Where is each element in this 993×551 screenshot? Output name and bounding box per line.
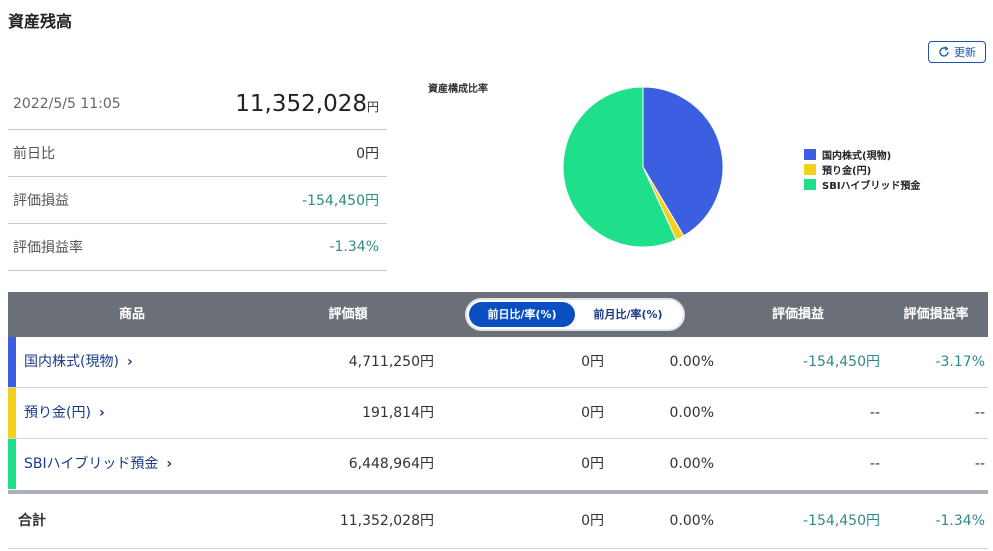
header-valuation: 評価額	[328, 307, 368, 322]
total-balance: 11,352,028円	[235, 91, 379, 117]
toggle-day-change[interactable]: 前日比/率(%)	[469, 302, 575, 327]
legend-item-2: SBIハイブリッド預金	[804, 177, 920, 192]
toggle-month-change[interactable]: 前月比/率(%)	[575, 302, 681, 327]
refresh-label: 更新	[954, 46, 976, 59]
row-valuation: 4,711,250円	[348, 354, 434, 370]
summary-row-day-change: 前日比 0円	[8, 130, 387, 177]
summary-label: 評価損益	[13, 193, 69, 209]
total-balance-amount: 11,352,028	[235, 90, 367, 117]
row-product-name: SBIハイブリッド預金	[24, 456, 159, 472]
page-title: 資産残高	[8, 12, 73, 31]
change-period-toggle: 前日比/率(%) 前月比/率(%)	[465, 298, 685, 331]
total-valuation: 11,352,028円	[339, 513, 434, 529]
refresh-button[interactable]: 更新	[928, 41, 986, 63]
legend-label: SBIハイブリッド預金	[822, 181, 921, 192]
legend-swatch	[804, 179, 816, 190]
total-pl: -154,450円	[803, 513, 880, 529]
header-pl-rate: 評価損益率	[903, 307, 969, 322]
row-change-rate: 0.00%	[669, 405, 714, 421]
chevron-right-icon: ›	[126, 354, 133, 370]
holdings-table: 商品 評価額 前日比/率(%) 前月比/率(%) 評価損益 評価損益率 国内株式…	[8, 292, 988, 549]
summary-value: 0円	[356, 146, 379, 162]
row-product-name: 預り金(円)	[24, 405, 91, 421]
as-of-datetime: 2022/5/5 11:05	[13, 95, 121, 112]
summary-label: 評価損益率	[13, 240, 83, 256]
row-pl-rate: --	[974, 456, 985, 472]
row-valuation: 191,814円	[362, 405, 434, 421]
row-product-name: 国内株式(現物)	[24, 354, 119, 370]
total-separator	[8, 490, 988, 494]
row-change-rate: 0.00%	[669, 456, 714, 472]
row-product-link[interactable]: 国内株式(現物) ›	[24, 337, 133, 387]
row-product-link[interactable]: 預り金(円) ›	[24, 388, 105, 438]
total-change-rate: 0.00%	[669, 513, 714, 529]
legend-item-0: 国内株式(現物)	[804, 147, 920, 162]
row-color-bar	[8, 439, 16, 489]
total-balance-unit: 円	[366, 99, 379, 114]
legend-label: 預り金(円)	[822, 166, 872, 177]
row-change: 0円	[581, 456, 604, 472]
row-pl: --	[869, 405, 880, 421]
chart-legend: 国内株式(現物) 預り金(円) SBIハイブリッド預金	[804, 147, 920, 192]
summary-total-row: 2022/5/5 11:05 11,352,028円	[8, 78, 387, 130]
header-product: 商品	[118, 307, 145, 322]
refresh-icon	[939, 46, 949, 57]
table-row: SBIハイブリッド預金 › 6,448,964円 0円 0.00% -- --	[8, 439, 988, 490]
row-color-bar	[8, 388, 16, 438]
table-total-row: 合計 11,352,028円 0円 0.00% -154,450円 -1.34%	[8, 494, 988, 549]
row-pl: -154,450円	[803, 354, 880, 370]
row-change: 0円	[581, 405, 604, 421]
pie-slice-2	[562, 86, 677, 248]
total-pl-rate: -1.34%	[935, 513, 985, 529]
summary-row-pl-rate: 評価損益率 -1.34%	[8, 224, 387, 271]
chevron-right-icon: ›	[166, 456, 173, 472]
allocation-pie-chart	[562, 86, 724, 248]
header-pl: 評価損益	[771, 307, 824, 322]
total-label: 合計	[18, 513, 46, 529]
row-change: 0円	[581, 354, 604, 370]
summary-row-pl: 評価損益 -154,450円	[8, 177, 387, 224]
summary-label: 前日比	[13, 146, 55, 162]
legend-swatch	[804, 164, 816, 175]
legend-item-1: 預り金(円)	[804, 162, 920, 177]
table-row: 預り金(円) › 191,814円 0円 0.00% -- --	[8, 388, 988, 439]
row-color-bar	[8, 337, 16, 387]
row-change-rate: 0.00%	[669, 354, 714, 370]
total-change: 0円	[581, 513, 604, 529]
pie-slice-0	[642, 86, 724, 237]
chevron-right-icon: ›	[98, 405, 105, 421]
table-header: 商品 評価額 前日比/率(%) 前月比/率(%) 評価損益 評価損益率	[8, 292, 988, 337]
legend-swatch	[804, 149, 816, 160]
row-pl-rate: --	[974, 405, 985, 421]
summary-value: -1.34%	[329, 239, 379, 255]
row-pl-rate: -3.17%	[935, 354, 985, 370]
table-row: 国内株式(現物) › 4,711,250円 0円 0.00% -154,450円 …	[8, 337, 988, 388]
row-valuation: 6,448,964円	[348, 456, 434, 472]
summary-value: -154,450円	[302, 193, 379, 209]
legend-label: 国内株式(現物)	[822, 151, 892, 162]
chart-title: 資産構成比率	[428, 84, 488, 95]
row-pl: --	[869, 456, 880, 472]
summary-panel: 2022/5/5 11:05 11,352,028円 前日比 0円 評価損益 -…	[8, 78, 387, 271]
row-product-link[interactable]: SBIハイブリッド預金 ›	[24, 439, 172, 489]
